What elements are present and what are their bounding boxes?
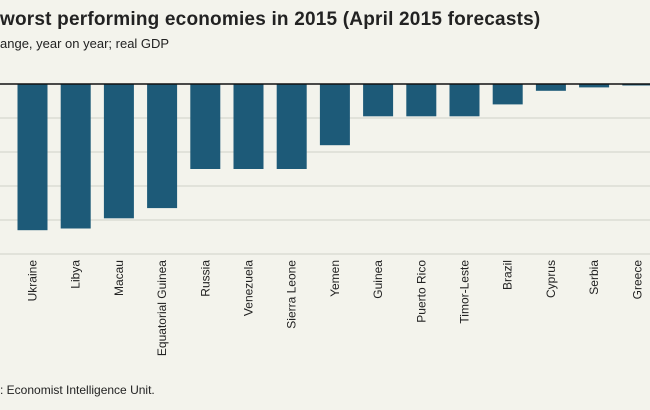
bar-macau bbox=[103, 84, 134, 219]
x-tick-label: Sierra Leone bbox=[285, 260, 299, 329]
x-tick-label: Guinea bbox=[371, 260, 385, 299]
source-note: : Economist Intelligence Unit. bbox=[0, 383, 155, 397]
x-tick-label: Equatorial Guinea bbox=[155, 260, 169, 356]
bar-sierra-leone bbox=[276, 84, 307, 169]
x-tick-label: Cyprus bbox=[544, 260, 558, 298]
bar-libya bbox=[60, 84, 91, 229]
bar-serbia bbox=[579, 84, 610, 88]
chart-title: worst performing economies in 2015 (Apri… bbox=[0, 9, 541, 30]
bar-puerto-rico bbox=[406, 84, 437, 117]
x-tick-label: Yemen bbox=[328, 260, 342, 297]
x-tick-label: Greece bbox=[630, 260, 644, 300]
x-tick-label: Russia bbox=[198, 260, 212, 297]
x-tick-label: Macau bbox=[112, 260, 126, 296]
x-tick-label: Venezuela bbox=[242, 260, 256, 316]
x-tick-label: Ukraine bbox=[26, 260, 40, 302]
x-tick-label: Puerto Rico bbox=[414, 260, 428, 323]
x-tick-label: Timor-Leste bbox=[458, 260, 472, 324]
bar-venezuela bbox=[233, 84, 264, 169]
bar-brazil bbox=[492, 84, 523, 105]
x-tick-label: Brazil bbox=[501, 260, 515, 290]
bar-yemen bbox=[319, 84, 350, 146]
bar-ukraine bbox=[17, 84, 48, 231]
bar-russia bbox=[190, 84, 221, 169]
bar-timor-leste bbox=[449, 84, 480, 117]
chart-subtitle: ange, year on year; real GDP bbox=[0, 36, 170, 51]
bar-cyprus bbox=[535, 84, 566, 91]
bar-guinea bbox=[363, 84, 394, 117]
x-tick-label: Serbia bbox=[587, 260, 601, 295]
bar-equatorial-guinea bbox=[147, 84, 178, 209]
x-tick-label: Libya bbox=[69, 260, 83, 289]
